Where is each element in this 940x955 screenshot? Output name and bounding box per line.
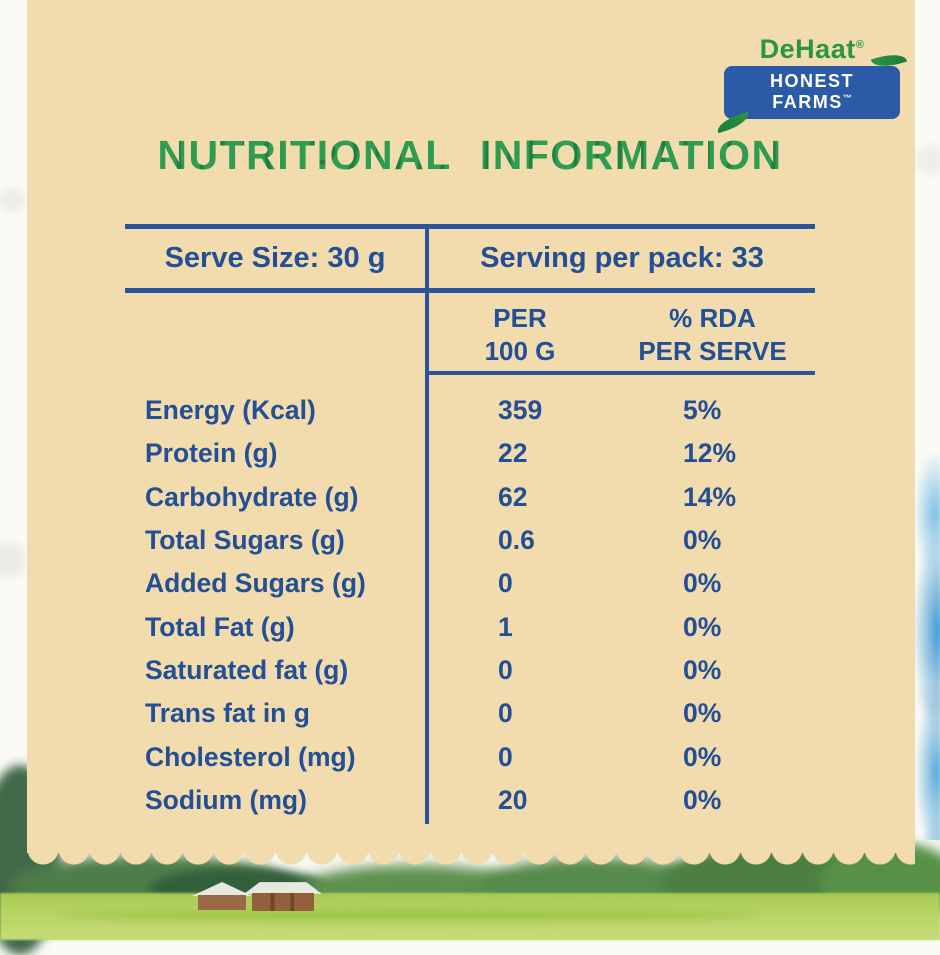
trademark-mark: ™ <box>842 93 852 103</box>
nutrient-label: Carbohydrate (g) <box>145 481 359 512</box>
table-top-rule <box>125 224 815 229</box>
grass-streak <box>60 910 760 920</box>
nutrient-label: Total Fat (g) <box>145 611 295 642</box>
table-row: Cholesterol (mg) 0 0% <box>125 735 815 778</box>
nutrient-label: Added Sugars (g) <box>145 568 366 599</box>
nutrient-label: Trans fat in g <box>145 698 310 729</box>
rda-value: 0% <box>683 698 722 729</box>
table-row: Saturated fat (g) 0 0% <box>125 649 815 692</box>
serve-size-label: Serve Size: 30 g <box>164 242 386 274</box>
table-row: Trans fat in g 0 0% <box>125 692 815 735</box>
column-header-line: % RDA <box>669 303 756 333</box>
per-100g-value: 359 <box>498 395 543 426</box>
farm-house <box>192 880 322 914</box>
per-100g-value: 20 <box>498 784 528 815</box>
rda-value: 0% <box>683 654 722 685</box>
rda-value: 14% <box>683 481 737 512</box>
per-100g-value: 0 <box>498 698 513 729</box>
per-100g-value: 1 <box>498 611 513 642</box>
per-100g-value: 0.6 <box>498 525 535 556</box>
nutrient-label: Total Sugars (g) <box>145 525 345 556</box>
per-100g-value: 22 <box>498 438 528 469</box>
brand-banner: HONEST FARMS™ <box>714 49 908 134</box>
column-header-rda: % RDA PER SERVE <box>610 302 815 368</box>
table-row: Added Sugars (g) 0 0% <box>125 562 815 605</box>
label-panel <box>27 0 915 853</box>
nutrient-label: Sodium (mg) <box>145 784 307 815</box>
hut-wall <box>252 893 314 911</box>
per-100g-value: 0 <box>498 741 513 772</box>
per-100g-value: 0 <box>498 568 513 599</box>
page-title: NUTRITIONAL INFORMATION <box>100 132 840 179</box>
per-100g-value: 0 <box>498 654 513 685</box>
table-row: Sodium (mg) 20 0% <box>125 779 815 822</box>
brand-logo: DeHaat® HONEST FARMS™ <box>714 30 908 134</box>
nutrient-label: Saturated fat (g) <box>145 654 349 685</box>
table-row: Total Sugars (g) 0.6 0% <box>125 519 815 562</box>
table-row: Carbohydrate (g) 62 14% <box>125 476 815 519</box>
serving-per-pack-label: Serving per pack: 33 <box>480 242 764 274</box>
nutrient-label: Energy (Kcal) <box>145 395 316 426</box>
hut-wall <box>198 895 246 910</box>
table-row: Total Fat (g) 1 0% <box>125 605 815 648</box>
per-100g-value: 62 <box>498 481 528 512</box>
column-header-rule <box>427 371 815 375</box>
column-header-line: PER SERVE <box>638 336 787 366</box>
rda-value: 0% <box>683 611 722 642</box>
hut-roof <box>244 882 322 894</box>
table-column-divider <box>425 224 429 824</box>
table-header-rule <box>125 288 815 293</box>
column-header-line: 100 G <box>484 336 556 366</box>
brand-name: DeHaat® <box>724 30 900 64</box>
rda-value: 0% <box>683 525 722 556</box>
brand-banner-text: HONEST FARMS <box>769 71 854 112</box>
table-row: Protein (g) 22 12% <box>125 432 815 475</box>
nutrient-label: Cholesterol (mg) <box>145 741 356 772</box>
rda-value: 12% <box>683 438 737 469</box>
table-row: Energy (Kcal) 359 5% <box>125 389 815 432</box>
rda-value: 0% <box>683 568 722 599</box>
column-header-per-100g: PER 100 G <box>430 302 610 368</box>
rda-value: 0% <box>683 784 722 815</box>
rda-value: 5% <box>683 395 722 426</box>
table-body: Energy (Kcal) 359 5% Protein (g) 22 12% … <box>125 389 815 822</box>
hut-roof <box>192 882 252 896</box>
brand-name-text: DeHaat <box>759 34 856 64</box>
registered-mark: ® <box>855 39 865 51</box>
column-header-line: PER <box>493 303 547 333</box>
nutrient-label: Protein (g) <box>145 438 278 469</box>
scalloped-edge <box>27 852 915 868</box>
rda-value: 0% <box>683 741 722 772</box>
